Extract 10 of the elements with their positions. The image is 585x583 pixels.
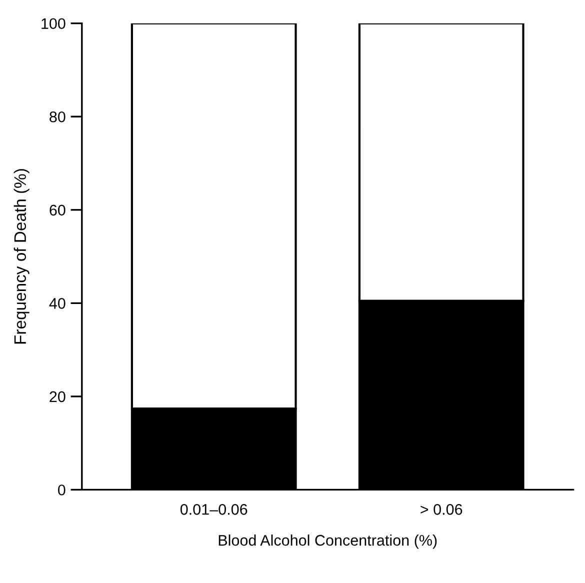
- y-tick-label: 100: [42, 18, 66, 30]
- y-tick-label: 80: [50, 111, 66, 122]
- y-axis-title: Frequency of Death (%): [14, 169, 30, 344]
- x-axis-title: Blood Alcohol Concentration (%): [218, 534, 437, 549]
- y-tick-label: 60: [50, 204, 66, 216]
- y-tick-label: 20: [50, 391, 66, 402]
- y-tick-label: 0: [58, 484, 66, 496]
- x-tick-label: 0.01–0.06: [180, 504, 248, 515]
- x-tick-label: > 0.06: [420, 504, 462, 515]
- y-tick-label: 40: [49, 298, 66, 309]
